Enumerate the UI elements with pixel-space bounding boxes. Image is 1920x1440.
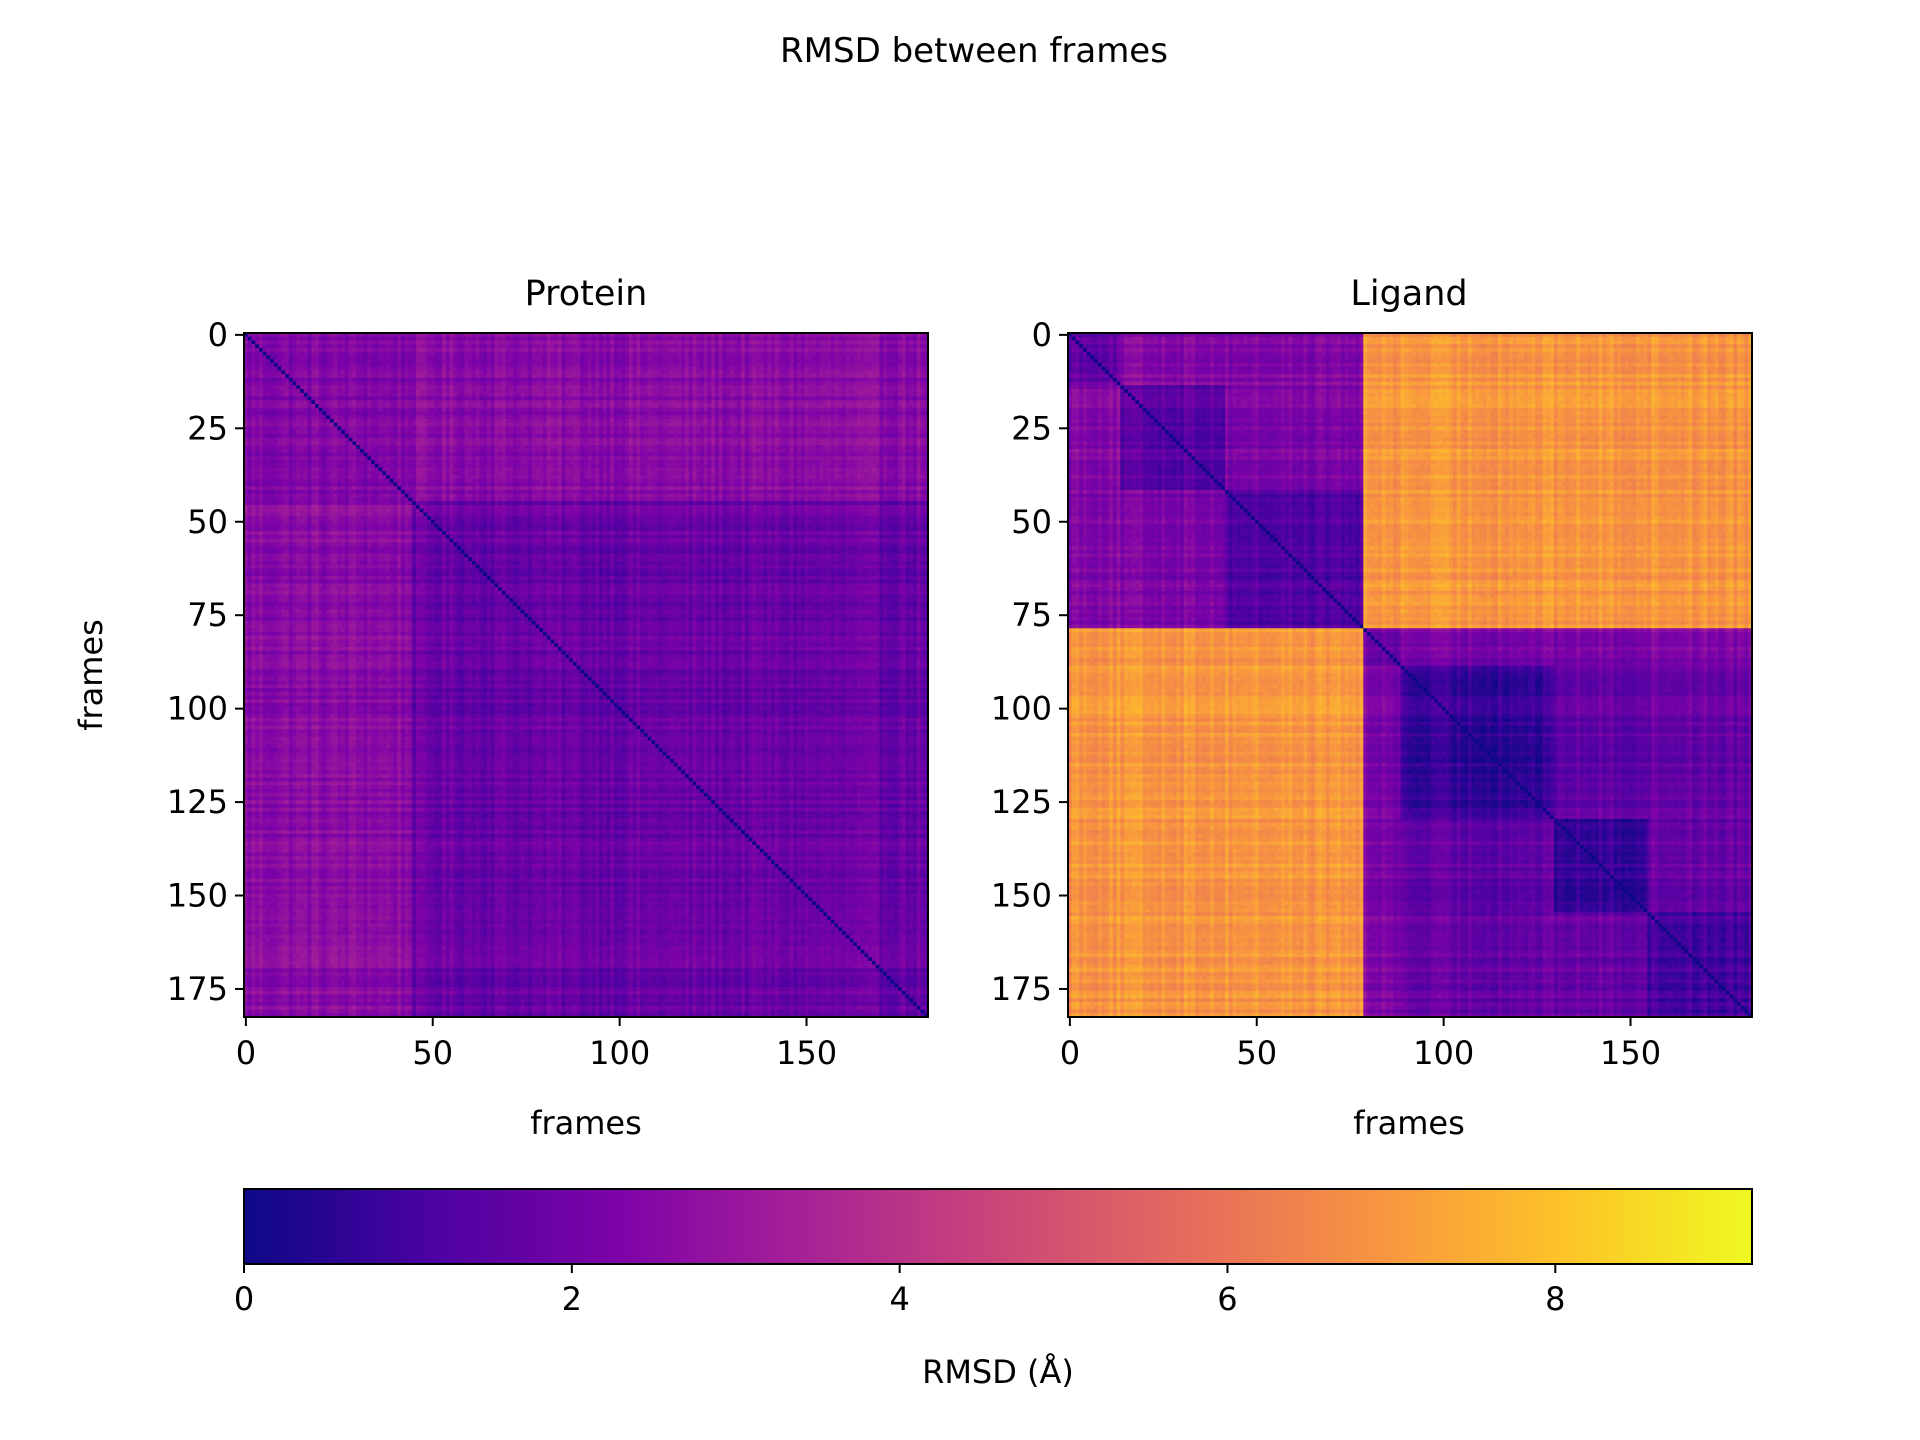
y-tick-label: 175 bbox=[991, 970, 1052, 1008]
colorbar-label: RMSD (Å) bbox=[922, 1353, 1074, 1391]
y-tick-label: 0 bbox=[1032, 316, 1052, 354]
colorbar-tick-label: 4 bbox=[889, 1280, 909, 1318]
y-tick-label: 50 bbox=[187, 503, 228, 541]
x-tick-label: 100 bbox=[1413, 1034, 1474, 1072]
x-tick-label: 50 bbox=[1236, 1034, 1277, 1072]
y-tick-label: 25 bbox=[1011, 409, 1052, 447]
y-tick-label: 100 bbox=[167, 690, 228, 728]
colorbar-tick-label: 2 bbox=[562, 1280, 582, 1318]
colorbar-gradient bbox=[244, 1189, 1752, 1264]
x-tick-label: 150 bbox=[776, 1034, 837, 1072]
y-tick-label: 150 bbox=[167, 877, 228, 915]
colorbar-tick-label: 6 bbox=[1217, 1280, 1237, 1318]
x-tick-label: 150 bbox=[1600, 1034, 1661, 1072]
y-tick-label: 100 bbox=[991, 690, 1052, 728]
y-tick-label: 125 bbox=[167, 783, 228, 821]
colorbar-tick-label: 0 bbox=[234, 1280, 254, 1318]
colorbar-tick-label: 8 bbox=[1545, 1280, 1565, 1318]
ligand-xlabel: frames bbox=[1353, 1104, 1465, 1142]
x-tick-label: 100 bbox=[589, 1034, 650, 1072]
x-tick-label: 0 bbox=[236, 1034, 256, 1072]
protein-title: Protein bbox=[525, 274, 648, 314]
ligand-heatmap bbox=[1068, 333, 1753, 1018]
y-tick-label: 50 bbox=[1011, 503, 1052, 541]
figure-title: RMSD between frames bbox=[780, 31, 1168, 71]
y-tick-label: 25 bbox=[187, 409, 228, 447]
ligand-title: Ligand bbox=[1350, 274, 1467, 314]
y-tick-label: 150 bbox=[991, 877, 1052, 915]
y-tick-label: 75 bbox=[187, 596, 228, 634]
protein-ylabel: frames bbox=[72, 619, 110, 731]
y-tick-label: 75 bbox=[1011, 596, 1052, 634]
protein-panel: Protein 0 50 100 150 0 25 50 75 100 125 150 175 fra… bbox=[72, 274, 929, 1142]
y-tick-label: 125 bbox=[991, 783, 1052, 821]
y-tick-label: 0 bbox=[208, 316, 228, 354]
colorbar: 0 2 4 6 8 RMSD (Å) bbox=[234, 1189, 1752, 1391]
x-tick-label: 50 bbox=[412, 1034, 453, 1072]
protein-xlabel: frames bbox=[530, 1104, 642, 1142]
y-tick-label: 175 bbox=[167, 970, 228, 1008]
ligand-panel: Ligand 0 50 100 150 0 25 50 75 100 125 150 175 fram… bbox=[991, 274, 1753, 1142]
protein-heatmap bbox=[244, 333, 929, 1018]
colorbar-ticks: 0 2 4 6 8 bbox=[234, 1264, 1566, 1318]
x-tick-label: 0 bbox=[1060, 1034, 1080, 1072]
